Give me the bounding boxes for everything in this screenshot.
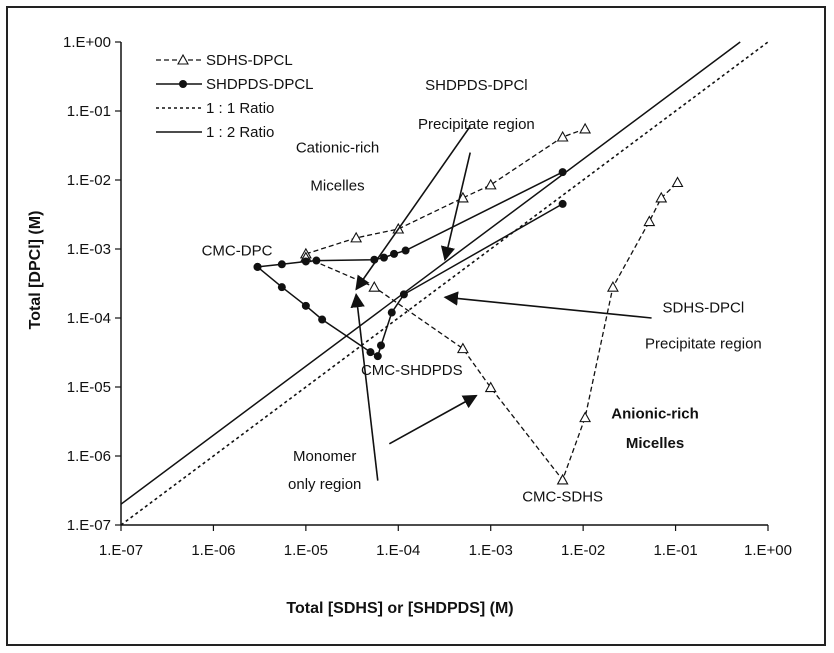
- annotation-arrow: [350, 292, 379, 481]
- legend-swatch-marker: [179, 80, 187, 88]
- y-tick-label: 1.E-03: [67, 241, 111, 258]
- axes: 1.E-07 1.E-06 1.E-05 1.E-04 1.E-03 1.E-02 1.E-…: [63, 34, 792, 559]
- y-tick-label: 1.E-01: [67, 103, 111, 120]
- legend-label: SDHS-DPCL: [206, 52, 293, 69]
- y-tick-label: 1.E-02: [67, 172, 111, 189]
- y-tick-label: 1.E+00: [63, 34, 111, 51]
- series-markers: [253, 122, 684, 485]
- annotation-text: Precipitate region: [418, 116, 535, 133]
- annotation-text: Micelles: [626, 435, 684, 452]
- annotation-text: only region: [288, 476, 361, 493]
- x-tick-label: 1.E-06: [191, 542, 235, 559]
- legend-label: 1 : 1 Ratio: [206, 100, 274, 117]
- circle-marker: [387, 308, 396, 317]
- series-line: [120, 41, 769, 526]
- legend-label: SHDPDS-DPCL: [206, 76, 314, 93]
- series-line: [305, 182, 678, 482]
- circle-marker: [301, 257, 310, 266]
- circle-marker: [401, 246, 410, 255]
- circle-marker: [376, 341, 385, 350]
- annotation-text: Monomer: [293, 448, 356, 465]
- annotation-arrow: [440, 152, 471, 262]
- annotation-texts: SHDPDS-DPCl Precipitate region Cationic-ri…: [202, 77, 762, 505]
- x-tick-label: 1.E-01: [653, 542, 697, 559]
- circle-marker: [379, 253, 388, 262]
- y-tick-label: 1.E-06: [67, 448, 111, 465]
- x-axis-title: Total [SDHS] or [SHDPDS] (M): [286, 600, 513, 617]
- circle-marker: [558, 199, 567, 208]
- annotation-text: Micelles: [310, 178, 364, 195]
- triangle-marker: [556, 473, 569, 485]
- circle-marker: [318, 315, 327, 324]
- legend-label: 1 : 2 Ratio: [206, 124, 274, 141]
- triangle-marker: [671, 176, 684, 188]
- annotation-text: CMC-SHDPDS: [361, 362, 463, 379]
- triangle-marker: [484, 178, 497, 190]
- y-axis-title: Total [DPCl] (M): [27, 211, 44, 330]
- circle-marker: [253, 262, 262, 271]
- x-tick-label: 1.E-05: [284, 542, 328, 559]
- triangle-marker: [484, 381, 497, 393]
- series-line: [257, 203, 563, 358]
- annotation-text: CMC-SDHS: [522, 488, 603, 505]
- circle-marker: [558, 168, 567, 177]
- annotation-text: SDHS-DPCl: [663, 300, 745, 317]
- y-tick-label: 1.E-04: [67, 310, 111, 327]
- annotation-text: SHDPDS-DPCl: [425, 77, 528, 94]
- x-tick-label: 1.E-07: [99, 542, 143, 559]
- x-tick-label: 1.E-02: [561, 542, 605, 559]
- legend-swatch-marker: [177, 53, 189, 65]
- circle-marker: [399, 290, 408, 299]
- triangle-marker: [350, 231, 363, 243]
- circle-marker: [373, 352, 382, 361]
- annotation-text: Cationic-rich: [296, 140, 379, 157]
- triangle-marker: [556, 130, 569, 142]
- triangle-marker: [579, 122, 592, 134]
- triangle-marker: [579, 411, 592, 423]
- annotation-text: CMC-DPC: [202, 243, 273, 260]
- circle-marker: [366, 348, 375, 357]
- annotation-arrow: [388, 394, 478, 445]
- triangle-marker: [368, 281, 381, 292]
- circle-marker: [277, 260, 286, 269]
- series-line: [120, 41, 741, 505]
- circle-marker: [390, 249, 399, 258]
- triangle-marker: [456, 342, 469, 354]
- chart-frame: [6, 6, 826, 646]
- x-tick-label: 1.E+00: [744, 542, 792, 559]
- circle-marker: [312, 256, 321, 265]
- circle-marker: [301, 301, 310, 310]
- annotation-text: Anionic-rich: [611, 405, 699, 422]
- circle-marker: [277, 283, 286, 292]
- y-tick-label: 1.E-07: [67, 517, 111, 534]
- triangle-marker: [643, 215, 656, 227]
- annotation-arrow: [443, 291, 652, 319]
- x-tick-label: 1.E-03: [469, 542, 513, 559]
- x-tick-label: 1.E-04: [376, 542, 420, 559]
- triangle-marker: [655, 191, 668, 203]
- triangle-marker: [606, 281, 619, 292]
- legend: SDHS-DPCL SHDPDS-DPCL 1 : 1 Ratio 1 : 2 Rat…: [156, 52, 314, 141]
- annotation-arrow: [355, 125, 471, 291]
- y-tick-label: 1.E-05: [67, 379, 111, 396]
- annotation-arrows: [350, 125, 652, 481]
- annotation-text: Precipitate region: [645, 336, 762, 353]
